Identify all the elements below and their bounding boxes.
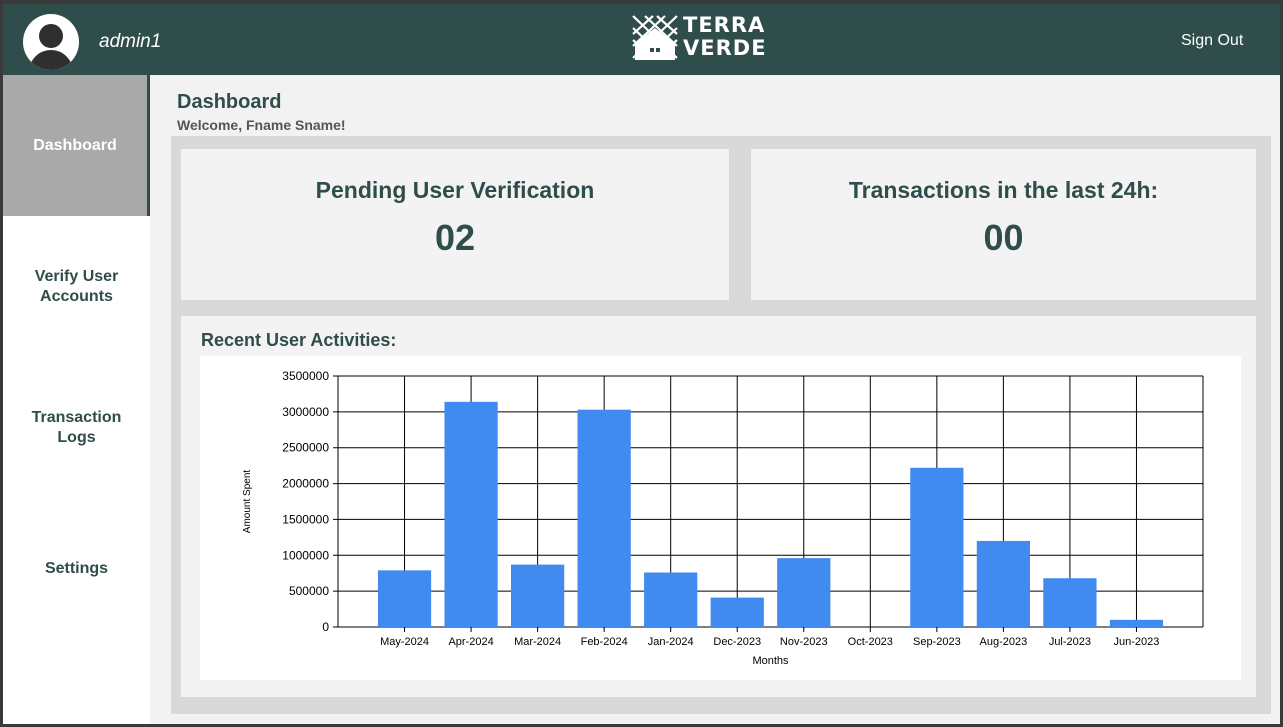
y-tick-label: 2500000 — [282, 441, 329, 455]
bar — [577, 409, 631, 627]
pending-verification-card: Pending User Verification 02 — [181, 149, 729, 300]
bar — [1109, 619, 1164, 627]
y-tick-label: 2000000 — [282, 477, 329, 491]
card-value: 02 — [434, 217, 476, 258]
y-axis-title: Amount Spent — [242, 470, 253, 534]
x-tick-label: Jun-2023 — [1114, 636, 1160, 648]
y-tick-label: 3500000 — [282, 369, 329, 383]
card-label: Pending User Verification — [315, 177, 595, 203]
y-tick-label: 0 — [322, 620, 329, 634]
bar — [377, 570, 432, 627]
bar — [511, 564, 565, 627]
sidebar-item-label: Transaction Logs — [31, 408, 122, 446]
x-tick-label: May-2024 — [380, 636, 429, 648]
x-tick-label: Oct-2023 — [848, 636, 893, 648]
y-tick-label: 3000000 — [282, 405, 329, 419]
x-tick-label: Jan-2024 — [648, 636, 694, 648]
recent-activities-panel: Recent User Activities: 0 500000 1000000 15… — [181, 316, 1256, 697]
x-tick-label: Jul-2023 — [1049, 636, 1091, 648]
x-tick-label: Mar-2024 — [514, 636, 561, 648]
bar — [444, 401, 498, 627]
x-tick-label: Sep-2023 — [913, 636, 961, 648]
card-label: Transactions in the last 24h: — [848, 177, 1159, 203]
bar — [644, 572, 698, 627]
logo-house-icon — [632, 15, 678, 60]
sidebar-item-label: Dashboard — [33, 136, 117, 154]
x-tick-label: Nov-2023 — [780, 636, 828, 648]
x-tick-label: Apr-2024 — [448, 636, 493, 648]
bar — [910, 467, 964, 627]
welcome-message: Welcome, Fname Sname! — [177, 117, 346, 133]
avatar-icon[interactable] — [23, 14, 79, 70]
x-axis-title: Months — [752, 655, 789, 667]
sidebar-item-dashboard[interactable]: Dashboard — [3, 75, 150, 216]
y-tick-label: 1500000 — [282, 512, 329, 526]
username-label: admin1 — [99, 31, 162, 52]
sign-out-button[interactable]: Sign Out — [1181, 32, 1244, 49]
y-tick-label: 500000 — [289, 584, 329, 598]
transactions-24h-card: Transactions in the last 24h: 00 — [751, 149, 1256, 300]
terra-verde-logo: TERRA VERDE — [631, 14, 766, 62]
sidebar-item-label: Settings — [44, 559, 109, 577]
page-title: Dashboard — [177, 91, 282, 113]
logo-text-line2: VERDE — [683, 36, 767, 60]
sidebar-item-transaction-logs[interactable]: Transaction Logs — [3, 357, 150, 498]
bar-chart: 0 500000 1000000 1500000 2000000 2500000 30000… — [242, 369, 1204, 667]
x-tick-label: Feb-2024 — [581, 636, 628, 648]
card-value: 00 — [983, 217, 1024, 258]
bar — [1043, 578, 1097, 627]
logo-text-line1: TERRA — [683, 13, 766, 37]
y-tick-label: 1000000 — [282, 548, 329, 562]
top-bar: admin1 TERRA — [3, 4, 1280, 75]
activities-heading: Recent User Activities: — [201, 330, 397, 350]
activities-chart: 0 500000 1000000 1500000 2000000 2500000 30000… — [200, 356, 1241, 680]
bar — [976, 540, 1030, 627]
x-tick-label: Dec-2023 — [713, 636, 761, 648]
bar — [777, 558, 831, 627]
bar — [710, 597, 764, 627]
sidebar-item-settings[interactable]: Settings — [3, 498, 150, 639]
sidebar-item-verify-user-accounts[interactable]: Verify User Accounts — [3, 216, 150, 357]
sidebar-item-label: Verify User Accounts — [34, 267, 119, 305]
x-tick-label: Aug-2023 — [980, 636, 1028, 648]
sidebar: Dashboard Verify User Accounts Transacti… — [3, 75, 150, 724]
